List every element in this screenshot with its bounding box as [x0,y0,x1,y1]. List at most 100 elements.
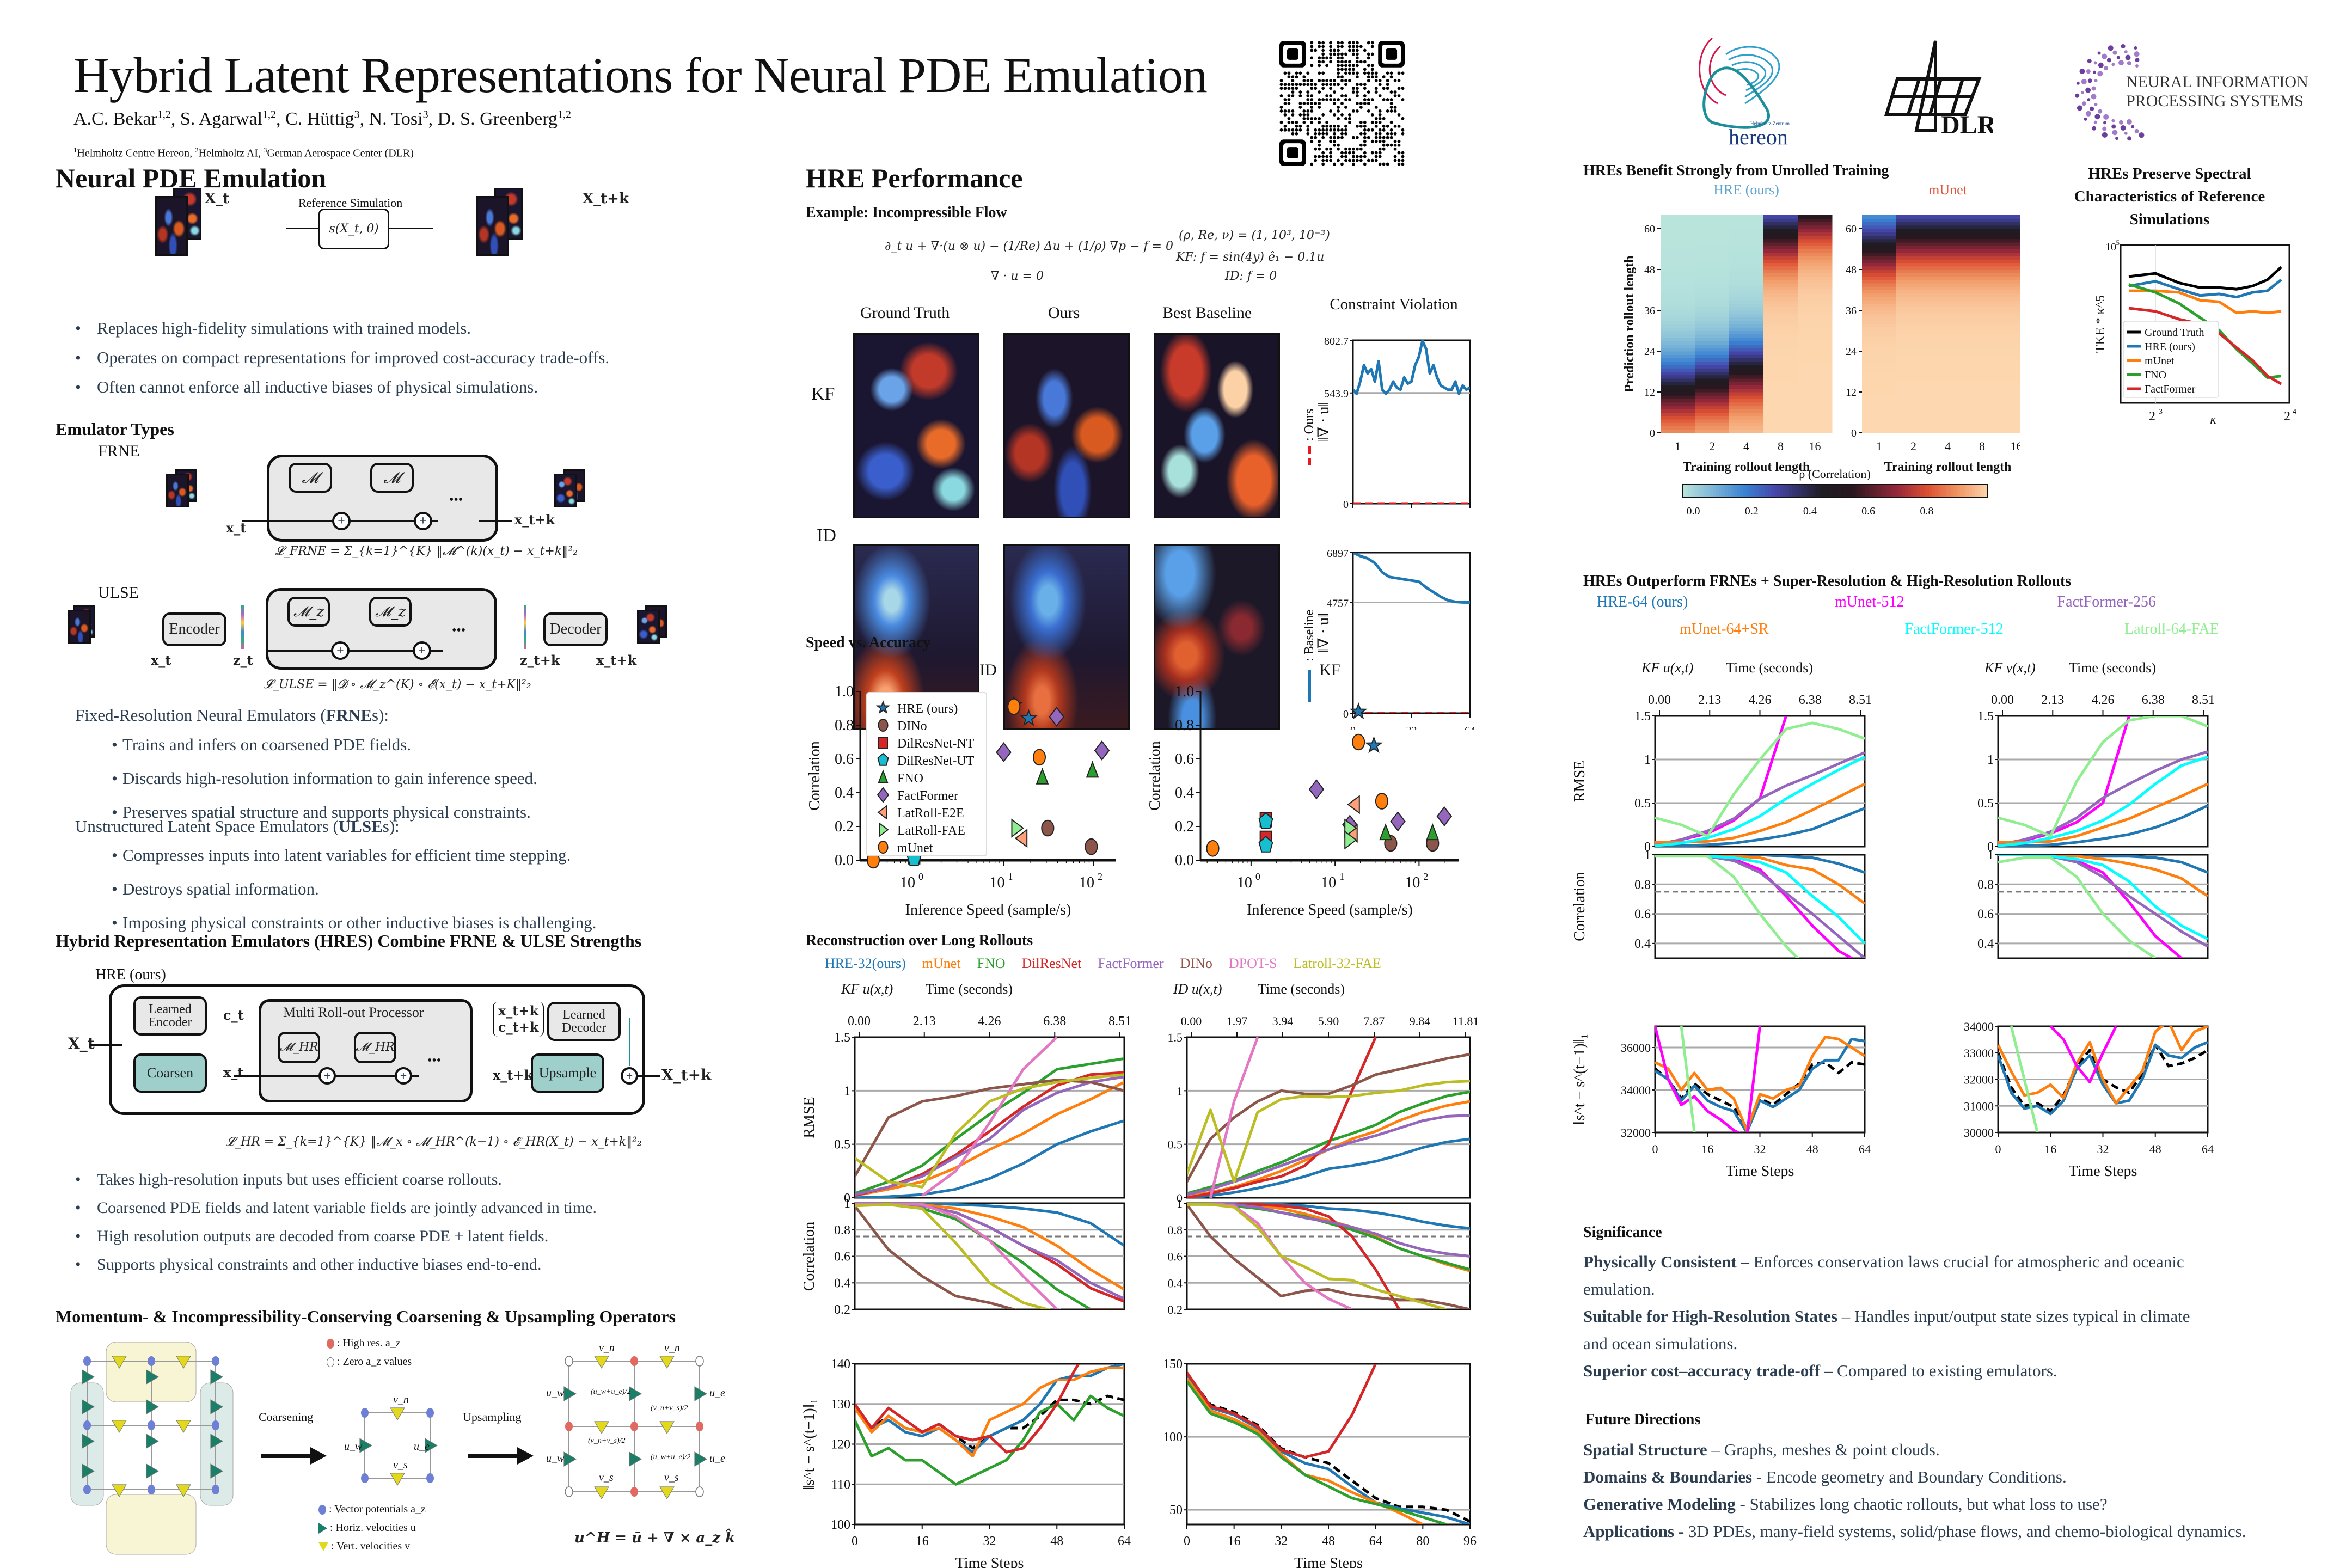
ours-legend-label: : Ours [1302,409,1316,441]
colorbar-segment [1807,485,1811,498]
qr-module [1310,79,1314,83]
heatmap-cell [1798,314,1833,317]
heatmap-cell [1763,399,1798,403]
qr-module [1321,87,1325,90]
colorbar-tick-label: 0.0 [1687,505,1700,517]
qr-module [1310,106,1314,109]
qr-module [1351,41,1355,45]
continuation-dots: ••• [449,493,463,507]
ulse-z-out: z_t+k [520,652,560,668]
colorbar-segment [1978,485,1982,498]
x-tick-exponent: 4 [2293,408,2296,416]
qr-module [1321,45,1325,48]
logo-dot [2094,114,2100,120]
qr-code[interactable] [1279,41,1405,166]
qr-module [1378,128,1382,132]
params-equation: (ρ, Re, ν) = (1, 10³, 10⁻³) [1179,229,1330,242]
heatmap-cell [1729,327,1764,331]
y-tick-label: 0.8 [1175,717,1194,734]
colorbar-segment [1734,485,1738,498]
x-tick-label: 80 [1416,1534,1429,1548]
heatmap-cell [1965,395,2000,399]
qr-module [1351,48,1355,52]
vert-velocity-marker [659,1486,675,1499]
qr-module [1340,102,1344,105]
top-axis-label: Time (seconds) [926,981,1013,997]
bullet-item: Supports physical constraints and other … [71,1255,597,1274]
heatmap-cell [1763,293,1798,297]
series-line-ground-truth [1187,1373,1470,1523]
qr-module [1291,79,1295,83]
fine-vs-label: v_s [664,1472,679,1484]
heatmap-cell [1798,242,1833,246]
x-tick-label: 10 [900,874,915,891]
heatmap-cell [1661,382,1695,385]
y-tick-label: 0 [1851,427,1857,439]
qr-module [1344,132,1347,136]
bullet-item: Often cannot enforce all inductive biase… [71,377,609,397]
qr-module [1321,83,1325,87]
y-tick-label: 0.4 [1175,785,1194,801]
series-line-hre-64-ours- [1998,855,2208,874]
qr-module [1325,158,1329,162]
top-tick-label: 0.00 [1648,693,1671,707]
plot-area [1654,715,1866,848]
qr-module [1333,79,1336,83]
colorbar-segment [1868,485,1872,498]
qr-module [1393,79,1397,83]
x-tick-label: 1 [1675,439,1681,453]
heatmap-cell [1965,314,2000,317]
horiz-velocity-marker [82,1463,95,1479]
heatmap-cell [1896,273,1931,277]
heatmap-cell [1931,429,1965,433]
horiz-velocity-marker [694,1451,707,1467]
heatmap-cell [1965,361,2000,365]
unrolled-title: HREs Benefit Strongly from Unrolled Trai… [1583,162,1889,179]
heatmap-cell [1798,235,1833,240]
qr-module [1337,98,1340,101]
x-axis-label: Inference Speed (sample/s) [1247,902,1413,918]
heatmap-cell [1695,279,1730,284]
heatmap-cell [1931,293,1965,297]
heatmap-cell [1798,341,1833,345]
heatmap-cell [1965,238,2000,243]
y-tick-label: 34000 [1621,1083,1651,1097]
qr-module [1370,45,1374,48]
heatmap-cell [1729,415,1764,420]
qr-module [1302,109,1306,113]
y-tick-label: 1 [1177,1198,1183,1210]
series-line-hre-64-ours- [1655,807,1865,847]
ops-legend-bottom: : Vector potentials a_z : Horiz. velocit… [318,1500,426,1555]
author-name: S. Agarwal1,2 [180,109,277,130]
qr-module [1283,109,1287,113]
logo-dot [2077,105,2082,111]
qr-module [1295,75,1298,79]
colorbar-segment [1853,485,1857,498]
heatmap-cell [1798,330,1833,335]
x-tick-label: 16 [1701,1142,1713,1156]
heatmap-cell [1999,338,2034,341]
heatmap-cell [1965,256,2000,260]
heatmap-cell [1661,307,1695,311]
heatmap-cell [1661,402,1695,406]
heatmap-cell [1729,290,1764,294]
potential-marker [426,1408,434,1418]
heatmap-cell [1965,242,2000,246]
heatmap-cell [1763,232,1798,236]
ulse-encoder: Encoder [162,612,226,646]
data-point-latroll-fae [1344,830,1357,850]
heatmap-cell [1798,371,1833,376]
colorbar-tick-label: 0.2 [1745,505,1759,517]
heatmap-cell [1931,378,1965,382]
potential-marker [361,1408,369,1418]
heatmap-cell [1695,388,1730,393]
heatmap-cell [1999,222,2034,226]
qr-module [1340,132,1344,136]
bullet-item: Trains and infers on coarsened PDE field… [112,735,537,755]
x-tick-label: 16 [916,1534,929,1548]
qr-module [1325,94,1329,97]
horiz-velocity-marker [210,1399,223,1414]
qr-module [1340,87,1344,90]
series-line-dilresnet [855,1364,1080,1454]
